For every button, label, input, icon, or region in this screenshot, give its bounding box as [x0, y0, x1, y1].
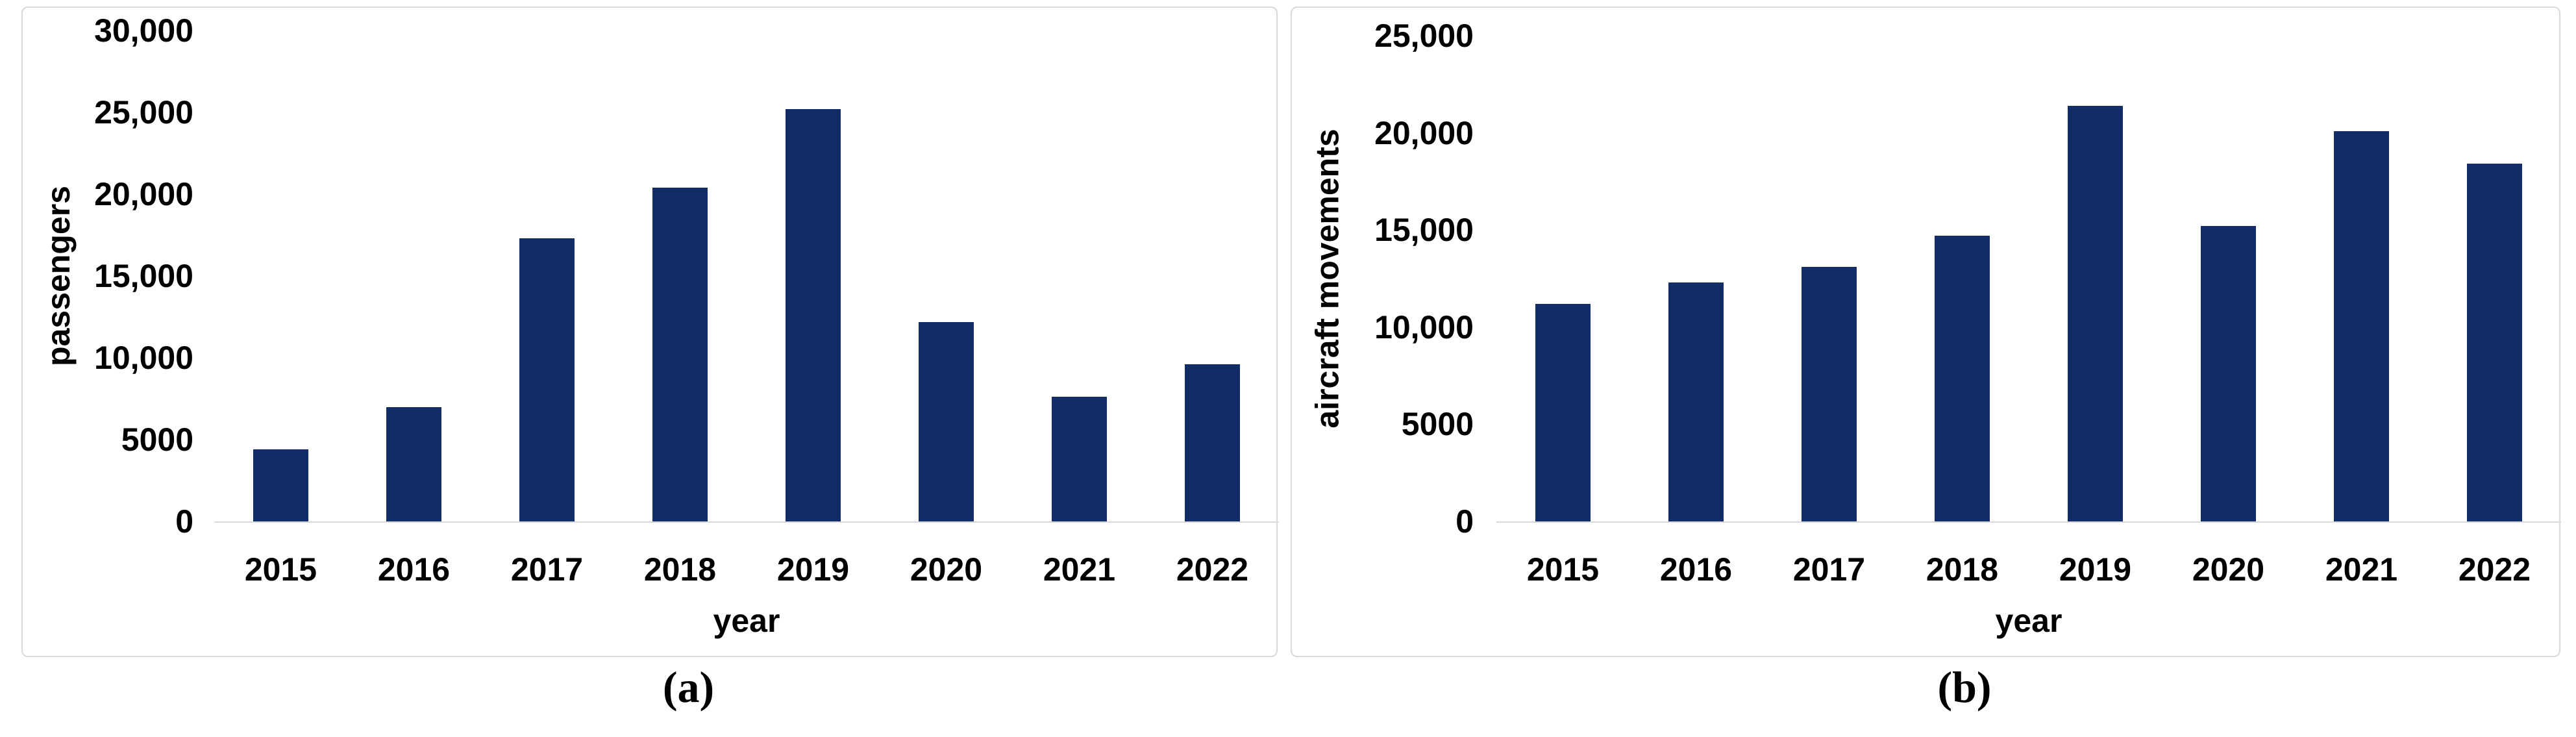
bar-slot-2022	[1146, 31, 1279, 521]
y-tick-label-25000: 25,000	[1374, 18, 1474, 54]
bar-slot-2021	[1013, 31, 1146, 521]
bar-2018	[652, 187, 708, 521]
y-tick-label-0: 0	[175, 503, 193, 540]
y-tick-label-25000: 25,000	[94, 94, 193, 131]
x-tick-label-2016: 2016	[377, 551, 451, 588]
x-axis-title: year	[1995, 603, 2062, 639]
bar-2019	[786, 108, 841, 521]
x-axis-title: year	[713, 603, 780, 639]
bar-2017	[1802, 267, 1857, 521]
bar-slot-2017	[1763, 36, 1896, 521]
bar-2021	[2334, 131, 2389, 521]
y-axis-ticks: 0 5000 10,000 15,000 20,000 25,000	[1292, 19, 1474, 538]
chart-panel-a: passengers 0 5000 10,000 15,000 20,000 25,000…	[21, 6, 1279, 657]
chart-panel-b: aircraft movements 0 5000 10,000 15,000 20,0…	[1291, 6, 2561, 657]
x-tick-label-2017: 2017	[1792, 551, 1866, 588]
bar-slot-2017	[480, 31, 613, 521]
bar-slot-2016	[347, 31, 480, 521]
bar-2022	[2467, 164, 2522, 521]
bar-series-aircraft-movements	[1496, 36, 2561, 521]
subfigure-caption-b: (b)	[1937, 662, 1992, 712]
bar-2022	[1185, 364, 1240, 521]
bar-slot-2022	[2428, 36, 2561, 521]
bar-slot-2020	[880, 31, 1013, 521]
bar-slot-2015	[214, 31, 347, 521]
x-tick-label-2022: 2022	[1176, 551, 1249, 588]
y-tick-label-0: 0	[1455, 503, 1474, 540]
y-tick-label-20000: 20,000	[94, 176, 193, 212]
y-tick-label-10000: 10,000	[1374, 308, 1474, 345]
x-axis-ticks: 2015 2016 2017 2018 2019 2020 2021 2022	[214, 552, 1279, 588]
bar-slot-2018	[613, 31, 747, 521]
x-tick-label-2019: 2019	[776, 551, 850, 588]
plot-area	[1496, 36, 2561, 523]
bar-2020	[919, 321, 974, 521]
bar-2018	[1935, 236, 1990, 521]
x-tick-label-2021: 2021	[2325, 551, 2398, 588]
bar-slot-2015	[1496, 36, 1629, 521]
x-tick-label-2021: 2021	[1043, 551, 1116, 588]
x-tick-label-2020: 2020	[2192, 551, 2265, 588]
bar-2019	[2068, 105, 2123, 521]
x-axis-ticks: 2015 2016 2017 2018 2019 2020 2021 2022	[1496, 552, 2561, 588]
bar-slot-2018	[1896, 36, 2029, 521]
x-tick-label-2022: 2022	[2458, 551, 2531, 588]
bar-slot-2019	[2029, 36, 2162, 521]
bar-2016	[1668, 282, 1724, 521]
x-tick-label-2018: 2018	[643, 551, 717, 588]
bar-slot-2021	[2295, 36, 2428, 521]
y-tick-label-5000: 5000	[121, 421, 193, 458]
bar-2017	[519, 238, 575, 521]
bar-2021	[1052, 397, 1107, 521]
bar-slot-2019	[747, 31, 880, 521]
x-tick-label-2016: 2016	[1659, 551, 1733, 588]
bar-2020	[2201, 226, 2256, 521]
y-tick-label-20000: 20,000	[1374, 114, 1474, 151]
subfigure-caption-a: (a)	[662, 662, 715, 712]
y-axis-ticks: 0 5000 10,000 15,000 20,000 25,000 30,000	[23, 14, 193, 538]
y-tick-label-30000: 30,000	[94, 12, 193, 49]
x-tick-label-2015: 2015	[1526, 551, 1600, 588]
bar-2015	[1535, 303, 1591, 521]
x-tick-label-2017: 2017	[510, 551, 584, 588]
x-tick-label-2015: 2015	[244, 551, 317, 588]
bar-slot-2020	[2162, 36, 2295, 521]
x-tick-label-2020: 2020	[910, 551, 983, 588]
x-tick-label-2018: 2018	[1926, 551, 1999, 588]
bar-2016	[386, 406, 441, 521]
y-tick-label-15000: 15,000	[1374, 212, 1474, 249]
bar-slot-2016	[1629, 36, 1763, 521]
y-tick-label-5000: 5000	[1401, 406, 1474, 443]
x-tick-label-2019: 2019	[2059, 551, 2132, 588]
y-tick-label-10000: 10,000	[94, 340, 193, 376]
plot-area	[214, 31, 1279, 523]
bar-series-passengers	[214, 31, 1279, 521]
y-tick-label-15000: 15,000	[94, 258, 193, 294]
bar-2015	[253, 449, 308, 521]
